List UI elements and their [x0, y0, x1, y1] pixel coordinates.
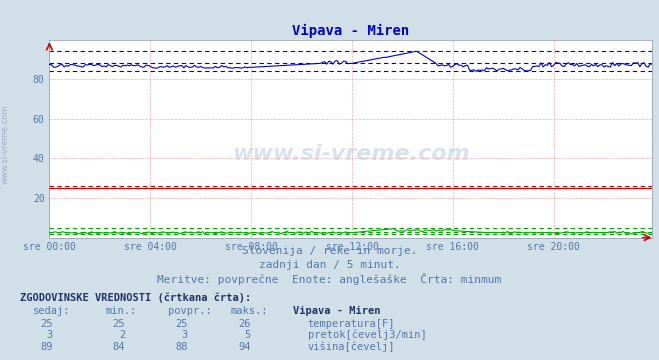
Text: 5: 5: [244, 330, 250, 341]
Text: 84: 84: [113, 342, 125, 352]
Title: Vipava - Miren: Vipava - Miren: [293, 24, 409, 39]
Text: www.si-vreme.com: www.si-vreme.com: [1, 104, 10, 184]
Text: Slovenija / reke in morje.: Slovenija / reke in morje.: [242, 246, 417, 256]
Text: 3: 3: [182, 330, 188, 341]
Text: zadnji dan / 5 minut.: zadnji dan / 5 minut.: [258, 260, 401, 270]
Text: ZGODOVINSKE VREDNOSTI (črtkana črta):: ZGODOVINSKE VREDNOSTI (črtkana črta):: [20, 292, 251, 303]
Text: 3: 3: [47, 330, 53, 341]
Text: pretok[čevelj3/min]: pretok[čevelj3/min]: [308, 330, 426, 341]
Text: www.si-vreme.com: www.si-vreme.com: [232, 144, 470, 165]
Text: 88: 88: [175, 342, 188, 352]
Text: Meritve: povprečne  Enote: anglešaške  Črta: minmum: Meritve: povprečne Enote: anglešaške Črt…: [158, 273, 501, 285]
Text: 26: 26: [238, 319, 250, 329]
Text: 25: 25: [175, 319, 188, 329]
Text: 25: 25: [40, 319, 53, 329]
Text: 25: 25: [113, 319, 125, 329]
Text: Vipava - Miren: Vipava - Miren: [293, 306, 381, 316]
Text: 2: 2: [119, 330, 125, 341]
Text: temperatura[F]: temperatura[F]: [308, 319, 395, 329]
Text: višina[čevelj]: višina[čevelj]: [308, 342, 395, 352]
Text: 94: 94: [238, 342, 250, 352]
Text: min.:: min.:: [105, 306, 136, 316]
Text: povpr.:: povpr.:: [168, 306, 212, 316]
Text: sedaj:: sedaj:: [33, 306, 71, 316]
Text: 89: 89: [40, 342, 53, 352]
Text: maks.:: maks.:: [231, 306, 268, 316]
